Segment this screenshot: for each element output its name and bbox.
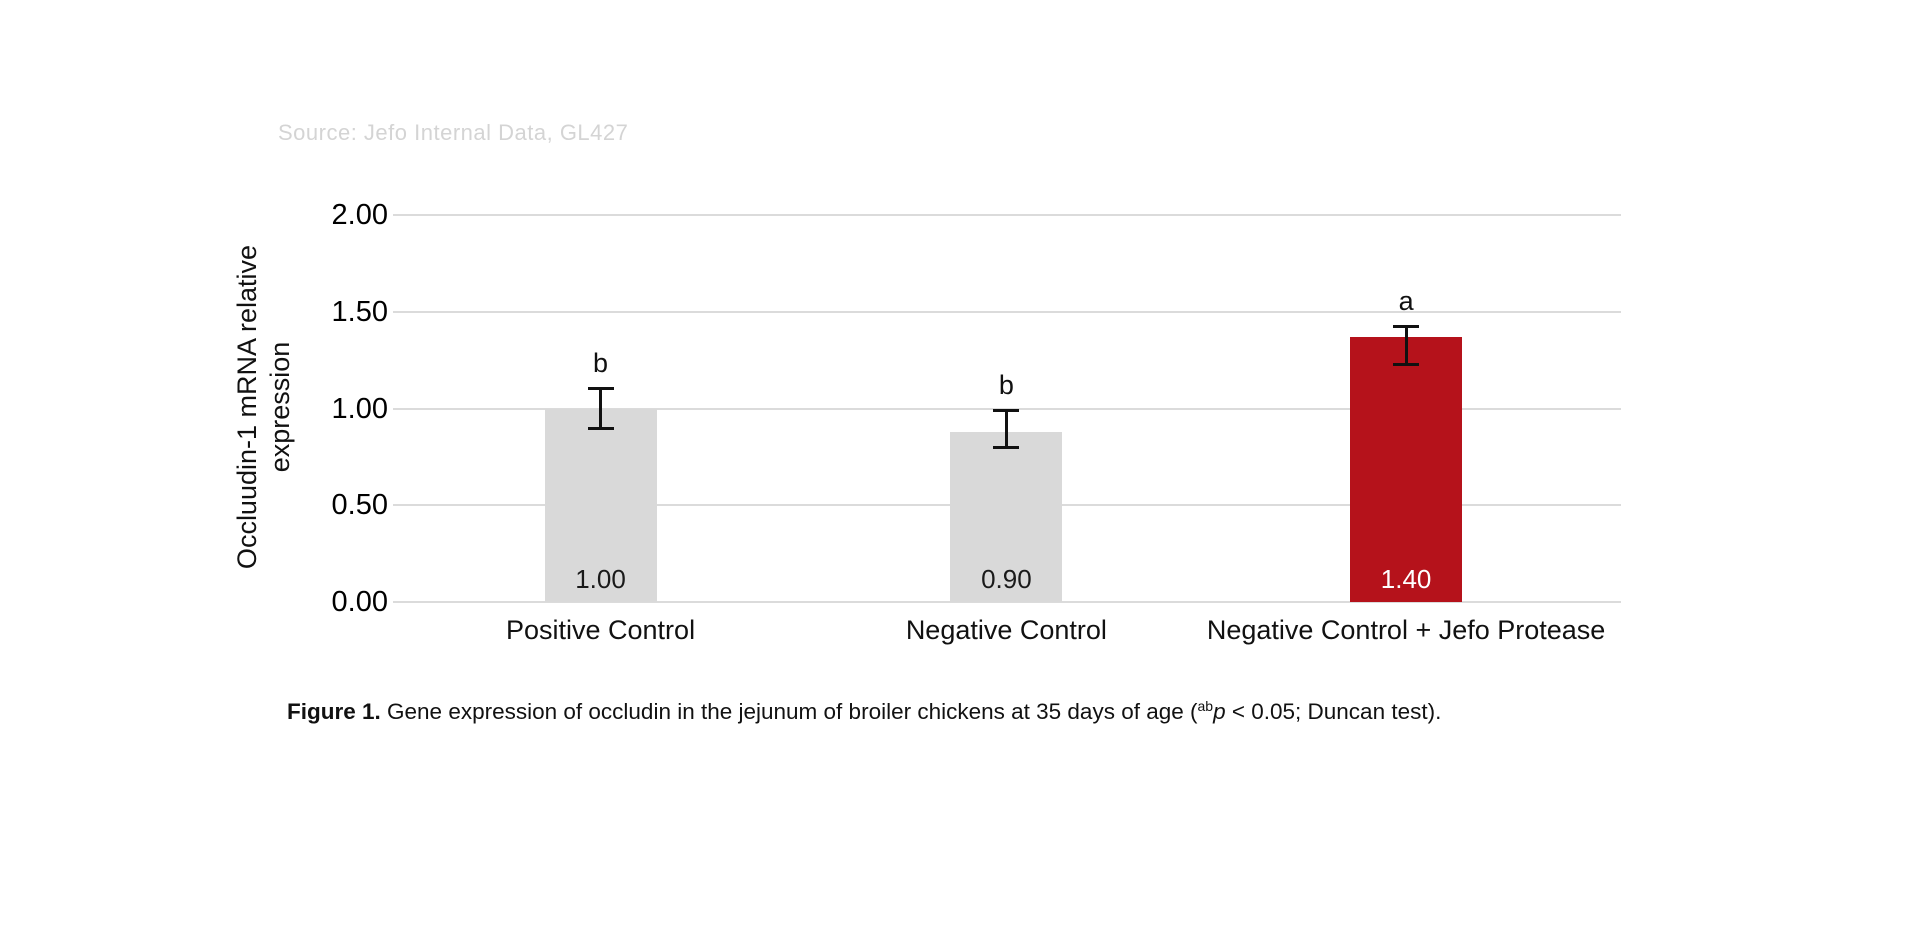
- bar-value-label-3: 1.40: [1380, 564, 1432, 594]
- error-bar-cap-bottom: [1393, 362, 1420, 366]
- caption-figure-label: Figure 1.: [287, 699, 381, 724]
- gridline-y-2.00: [393, 214, 1621, 216]
- bar-3: [1350, 336, 1463, 602]
- error-bar-stem: [1004, 408, 1008, 450]
- caption-superscript: ab: [1197, 698, 1214, 714]
- caption-body-before: Gene expression of occludin in the jejun…: [380, 699, 1198, 724]
- significance-letter-2: b: [998, 369, 1014, 400]
- caption-p-symbol: p: [1213, 699, 1226, 724]
- error-bar-3: [1393, 325, 1420, 366]
- source-note: Source: Jefo Internal Data, GL427: [278, 120, 629, 145]
- y-tick-label: 0.00: [331, 586, 388, 618]
- x-category-label-3: Negative Control + Jefo Protease: [1206, 615, 1606, 645]
- y-tick-label: 0.50: [331, 489, 388, 522]
- x-category-label-1: Positive Control: [505, 615, 696, 645]
- gridline-y-0.00: [393, 601, 1621, 603]
- figure-caption: Figure 1. Gene expression of occludin in…: [287, 698, 1687, 725]
- significance-letter-3: a: [1398, 286, 1414, 317]
- error-bar-cap-bottom: [993, 446, 1020, 450]
- y-tick-label: 2.00: [331, 199, 388, 231]
- significance-letter-1: b: [593, 348, 609, 379]
- bar-1: [544, 408, 657, 602]
- bar-value-label-2: 0.90: [981, 564, 1032, 594]
- gridline-y-1.50: [393, 310, 1621, 313]
- bar-2: [950, 431, 1063, 602]
- error-bar-2: [993, 408, 1020, 450]
- error-bar-1: [587, 387, 614, 430]
- error-bar-cap-bottom: [587, 426, 614, 430]
- x-category-label-2: Negative Control: [905, 615, 1107, 645]
- bar-value-label-1: 1.00: [575, 564, 626, 594]
- y-tick-label: 1.50: [331, 295, 388, 328]
- error-bar-stem: [1404, 325, 1408, 366]
- error-bar-stem: [599, 387, 603, 430]
- caption-body-after: < 0.05; Duncan test).: [1225, 699, 1442, 724]
- y-tick-label: 1.00: [331, 392, 388, 425]
